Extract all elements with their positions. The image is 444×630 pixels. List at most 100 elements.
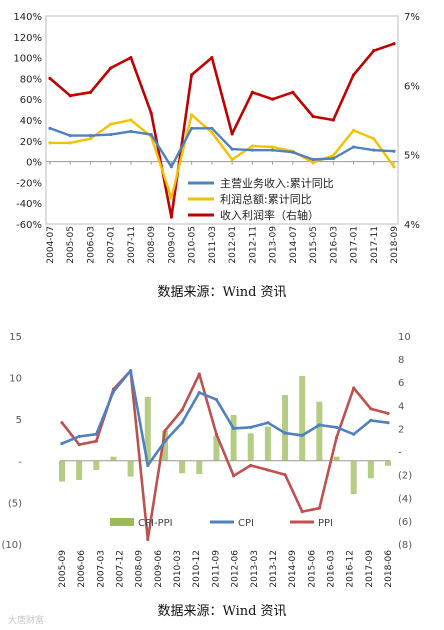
data-point xyxy=(331,118,335,122)
data-point xyxy=(169,215,174,219)
right-axis-tick-label: 5% xyxy=(404,151,420,162)
data-point xyxy=(311,157,315,162)
data-point xyxy=(311,161,315,165)
series-line xyxy=(61,369,389,467)
left-axis-tick-label: 15 xyxy=(9,332,22,343)
data-point xyxy=(250,90,254,94)
data-point xyxy=(270,145,275,149)
data-point xyxy=(300,510,304,514)
data-point xyxy=(146,537,150,541)
x-tick-label: 2016-03 xyxy=(329,226,339,264)
data-point xyxy=(283,431,287,435)
data-point xyxy=(351,128,356,132)
left-axis-tick-label: - xyxy=(18,457,22,468)
data-point xyxy=(180,408,184,412)
data-point xyxy=(250,144,254,148)
bar xyxy=(316,401,323,461)
x-tick-label: 2010-12 xyxy=(192,550,202,588)
left-axis-tick-label: 40% xyxy=(20,116,42,127)
x-tick-label: 2009-07 xyxy=(167,226,177,264)
x-tick-label: 2011-09 xyxy=(211,550,221,588)
right-axis-tick-label: (6) xyxy=(398,517,412,528)
data-point xyxy=(372,137,376,141)
x-tick-label: 2007-12 xyxy=(116,550,126,588)
data-point xyxy=(129,369,133,373)
data-point xyxy=(249,463,253,468)
data-point xyxy=(230,147,234,151)
left-axis-tick-label: 140% xyxy=(13,12,42,23)
watermark: 大唐财富 xyxy=(8,616,45,626)
data-point xyxy=(48,126,52,130)
data-point xyxy=(317,423,321,427)
x-tick-label: 2012-01 xyxy=(228,226,238,264)
data-point xyxy=(60,441,64,446)
data-point xyxy=(334,436,339,440)
data-point xyxy=(48,141,52,145)
x-tick-label: 2014-07 xyxy=(289,226,299,264)
data-point xyxy=(386,421,390,425)
data-point xyxy=(197,391,201,395)
left-axis-tick-label: (10) xyxy=(1,540,22,551)
x-tick-label: 2013-03 xyxy=(250,550,260,588)
data-point xyxy=(270,148,275,152)
bar xyxy=(367,460,374,479)
x-tick-label: 2007-11 xyxy=(127,226,137,264)
data-point xyxy=(369,418,373,422)
series-line xyxy=(49,127,395,168)
data-point xyxy=(291,150,295,154)
data-point xyxy=(146,463,150,468)
data-point xyxy=(317,506,321,510)
data-point xyxy=(334,425,339,429)
bar xyxy=(385,460,391,466)
data-point xyxy=(88,90,93,94)
bar xyxy=(282,395,289,461)
right-axis-tick-label: 4 xyxy=(398,401,404,412)
data-point xyxy=(311,114,315,119)
data-point xyxy=(369,407,373,411)
data-point xyxy=(77,443,81,447)
chart-cpi-ppi: 15 10 5 - (5) (10) 10 8 6 4 2 - (2) (4) (6) (8) 2005-09 2… xyxy=(1,332,412,588)
data-point xyxy=(129,56,133,60)
bar xyxy=(247,433,254,461)
x-tick-label: 2018-06 xyxy=(384,550,394,588)
data-point xyxy=(250,148,254,152)
legend-label: CPI-PPI xyxy=(138,518,173,529)
data-point xyxy=(210,130,214,135)
right-axis-tick-label: 6 xyxy=(398,378,404,389)
data-point xyxy=(68,134,72,138)
x-tick-label: 2017-09 xyxy=(365,550,375,588)
right-axis-tick-label: - xyxy=(398,448,402,459)
data-point xyxy=(214,432,219,436)
left-axis-tick-label: 5 xyxy=(16,415,22,426)
x-tick-label: 2004-07 xyxy=(46,226,56,264)
data-point xyxy=(392,165,396,169)
data-point xyxy=(111,389,116,394)
right-axis-tick-label: 6% xyxy=(404,81,420,92)
data-point xyxy=(372,148,376,152)
right-axis-tick-label: 4% xyxy=(404,220,420,231)
legend-label: 利润总额:累计同比 xyxy=(220,192,312,206)
series-line xyxy=(49,42,395,219)
data-point xyxy=(300,433,304,437)
data-point xyxy=(266,421,270,425)
data-point xyxy=(351,145,356,149)
data-point xyxy=(190,126,194,130)
left-axis-tick-label: 20% xyxy=(20,137,42,148)
x-tick-label: 2009-06 xyxy=(154,550,164,588)
x-tick-label: 2016-03 xyxy=(326,550,336,588)
right-axis-tick-label: 2 xyxy=(398,424,404,435)
right-axis-tick-label: 10 xyxy=(398,332,411,343)
bar xyxy=(350,460,357,495)
x-tick-label: 2006-06 xyxy=(77,550,87,588)
bar xyxy=(161,430,168,461)
data-point xyxy=(68,141,72,145)
bar xyxy=(93,460,100,470)
data-point xyxy=(231,474,236,478)
data-point xyxy=(129,118,133,122)
legend-swatch xyxy=(110,518,134,526)
x-tick-label: 2014-09 xyxy=(288,550,298,588)
data-point xyxy=(230,132,234,136)
series-line xyxy=(50,113,395,200)
data-point xyxy=(386,411,390,416)
data-point xyxy=(266,468,270,472)
